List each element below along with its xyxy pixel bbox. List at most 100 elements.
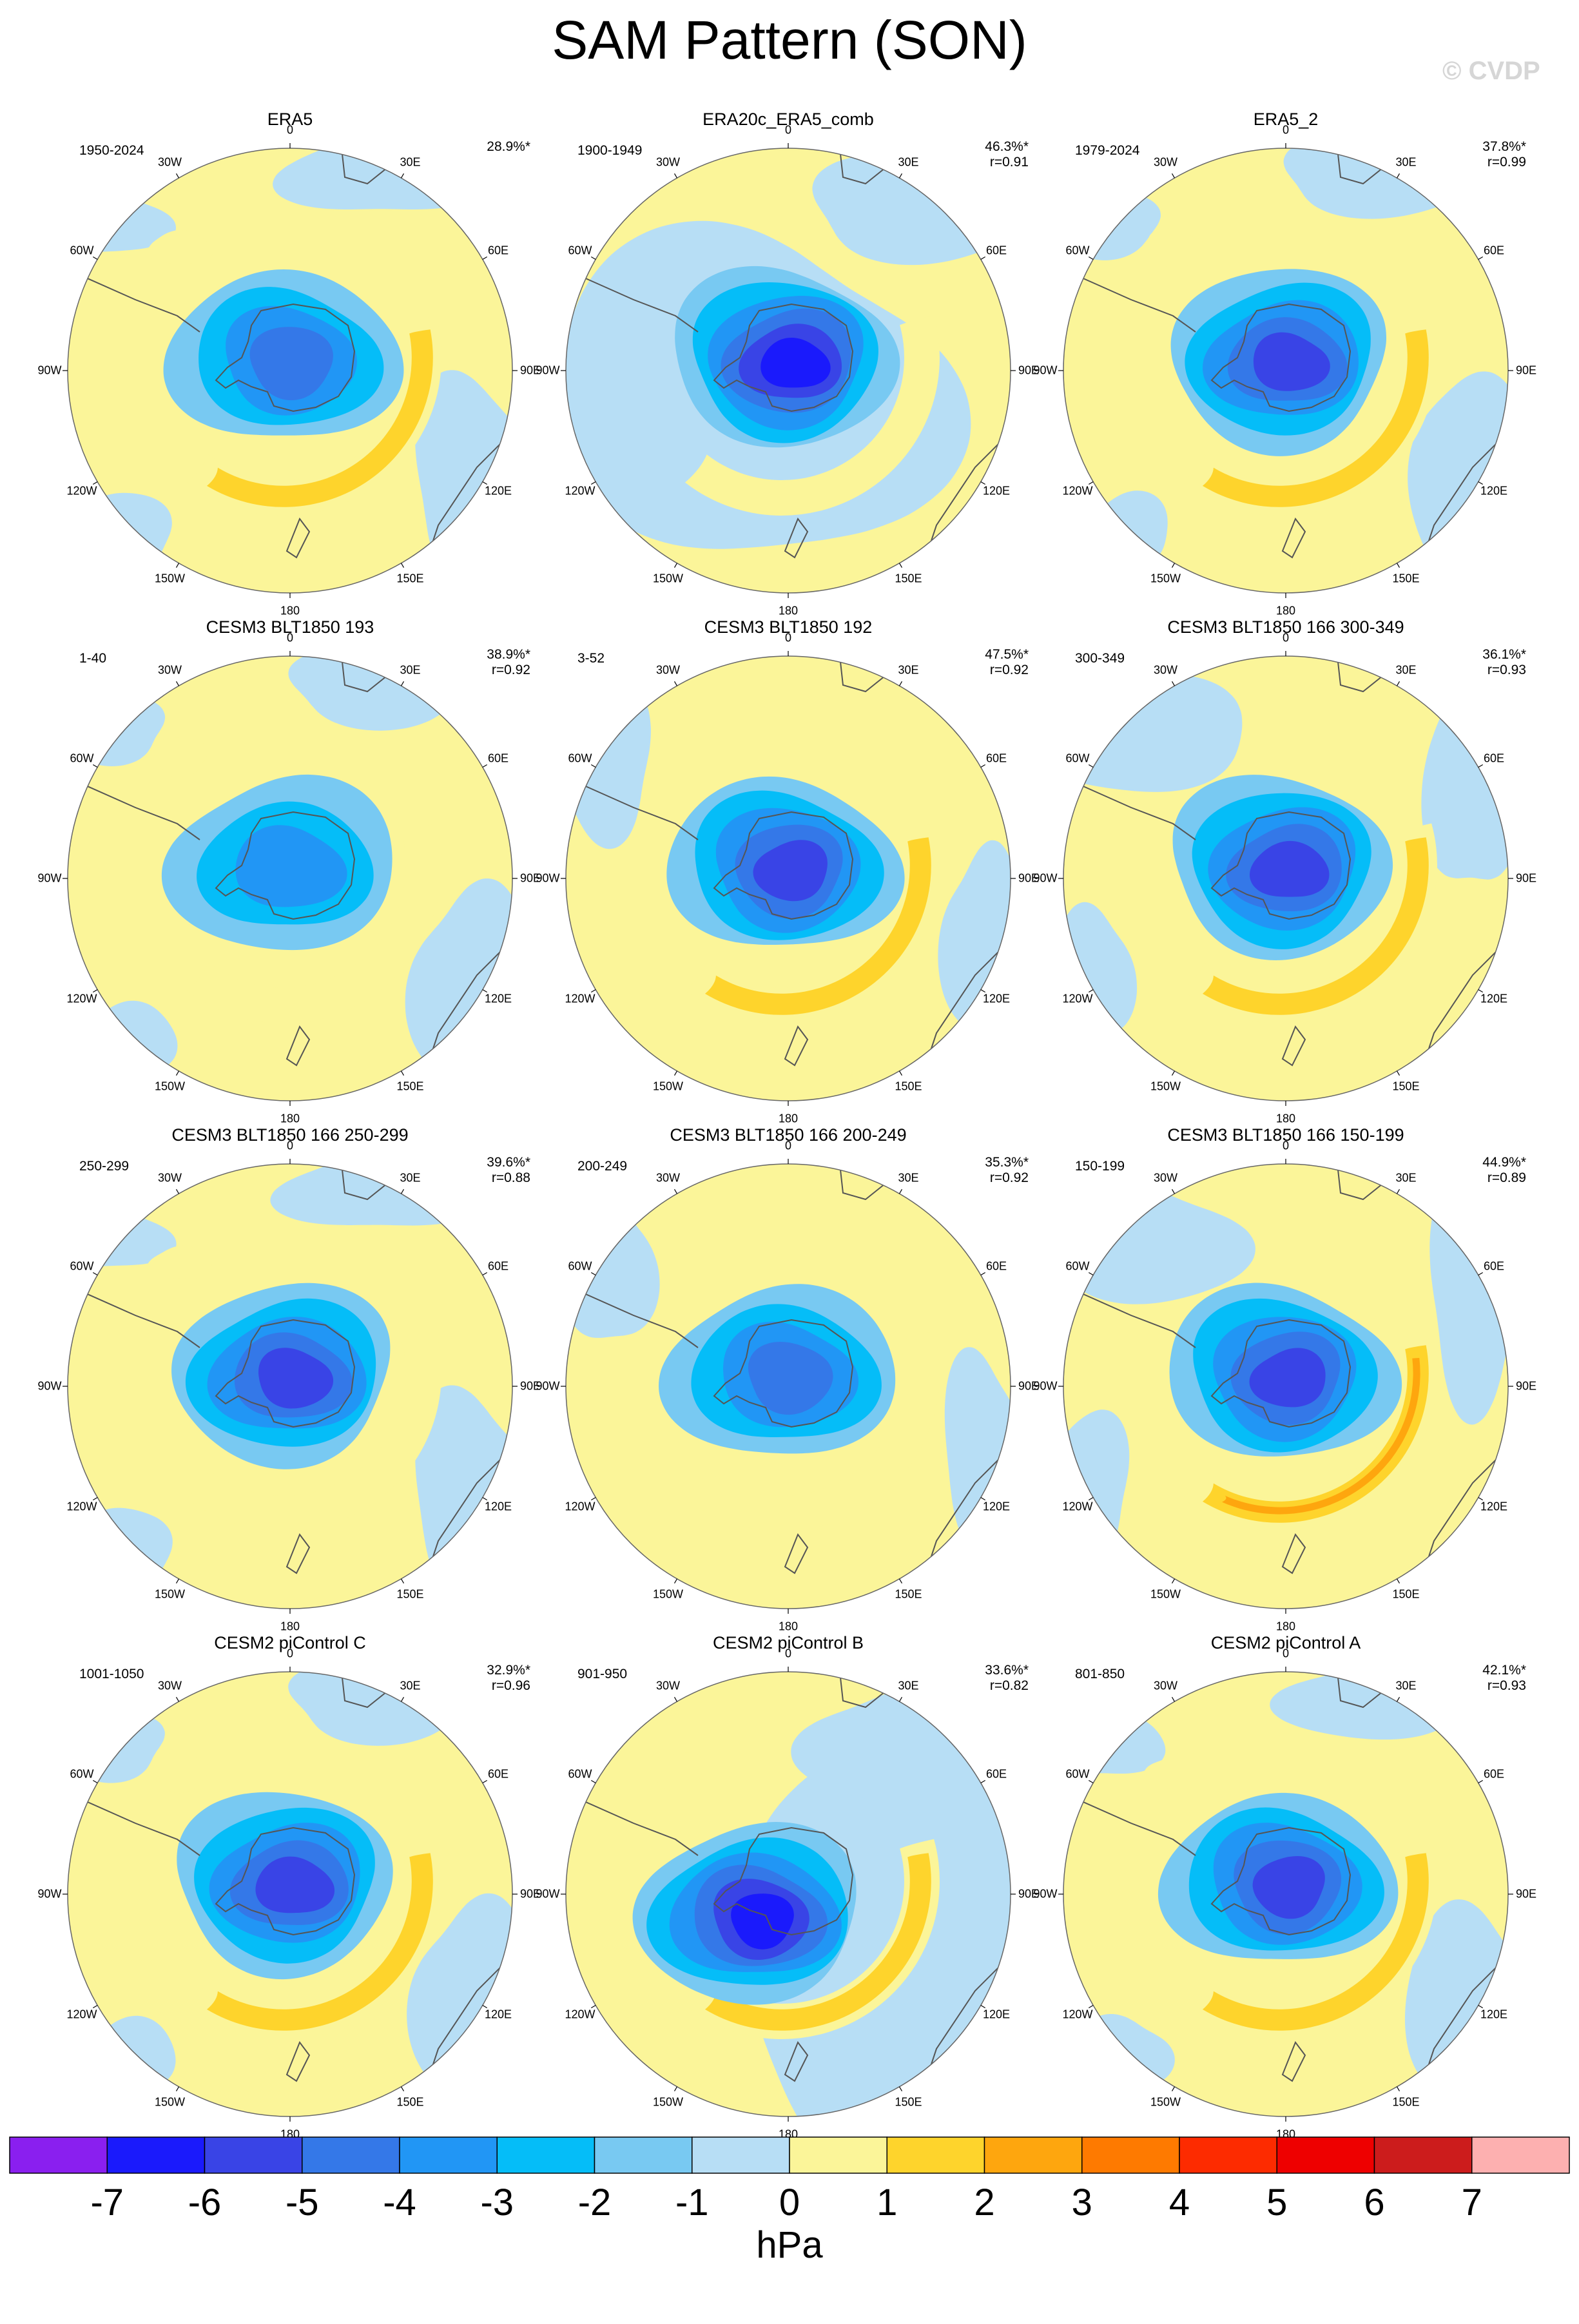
south-america-coastline	[575, 1797, 699, 1856]
longitude-tick	[92, 764, 98, 768]
variance-label: 35.3%* r=0.92	[985, 1155, 1029, 1186]
longitude-label: 30E	[898, 663, 919, 677]
south-america-coastline	[575, 781, 699, 840]
polar-map	[561, 143, 1016, 598]
pattern-correlation: r=0.88	[491, 1170, 530, 1185]
new-zealand-coastline	[1281, 517, 1306, 559]
low-pressure-contour	[731, 1893, 794, 1950]
south-america-coastline	[77, 1797, 200, 1856]
longitude-label: 60W	[1065, 751, 1090, 764]
longitude-label: 30E	[400, 1679, 421, 1692]
longitude-label: 120E	[982, 484, 1011, 497]
longitude-tick	[400, 1188, 405, 1194]
south-america-coastline	[77, 781, 200, 840]
longitude-label: 90W	[1033, 871, 1058, 885]
pattern-correlation: r=0.93	[1487, 663, 1526, 677]
longitude-tick	[1478, 1779, 1484, 1784]
longitude-tick	[92, 2004, 98, 2009]
longitude-label: 90W	[37, 363, 62, 377]
colorbar-tick-label: 6	[1364, 2182, 1385, 2223]
variance-label: 46.3%* r=0.91	[985, 139, 1029, 170]
longitude-tick	[1478, 481, 1484, 485]
new-zealand-coastline	[784, 1025, 809, 1067]
longitude-tick	[1171, 173, 1176, 179]
longitude-tick	[92, 1272, 98, 1276]
south-america-coastline	[1072, 273, 1196, 333]
longitude-label: 120W	[66, 992, 97, 1005]
longitude-tick	[898, 1188, 903, 1194]
longitude-label: 120E	[1480, 2008, 1508, 2020]
variance-label: 39.6%* r=0.88	[487, 1155, 530, 1186]
variance-label: 44.9%* r=0.89	[1482, 1155, 1526, 1186]
longitude-label: 0	[1282, 631, 1290, 644]
longitude-label: 90W	[536, 871, 560, 885]
longitude-label: 60W	[568, 244, 592, 257]
longitude-label: 0	[784, 123, 792, 137]
colorbar-tick-label: 0	[779, 2182, 800, 2223]
new-zealand-coastline	[1281, 1533, 1306, 1574]
longitude-tick	[1088, 256, 1094, 260]
map-panel: CESM3 BLT1850 166 250-299 250-299 39.6%* r=…	[35, 1119, 545, 1633]
longitude-label: 180	[778, 604, 799, 617]
longitude-tick	[482, 1779, 488, 1784]
longitude-tick	[400, 1696, 405, 1702]
longitude-tick	[92, 989, 98, 993]
longitude-tick	[92, 1779, 98, 1784]
longitude-label: 180	[778, 1112, 799, 1125]
longitude-tick	[673, 173, 678, 179]
longitude-label: 120W	[66, 2008, 97, 2020]
longitude-label: 150W	[652, 1587, 684, 1601]
longitude-label: 150E	[396, 1587, 424, 1601]
variance-label: 47.5%* r=0.92	[985, 647, 1029, 678]
longitude-label: 30W	[1153, 1171, 1178, 1185]
longitude-tick	[898, 681, 903, 686]
longitude-tick	[1171, 1696, 1176, 1702]
longitude-tick	[673, 1070, 678, 1076]
low-pressure-contour	[255, 1856, 335, 1913]
positive-anomaly-band	[704, 1853, 931, 2031]
polar-map	[561, 1667, 1016, 2122]
longitude-label: 120E	[1480, 1500, 1508, 1513]
longitude-label: 150W	[1150, 572, 1181, 585]
longitude-tick	[400, 1070, 405, 1076]
longitude-label: 90E	[519, 1379, 541, 1393]
antarctica-coastline	[215, 303, 356, 412]
longitude-tick	[175, 1070, 180, 1076]
longitude-label: 60E	[986, 1259, 1007, 1272]
polar-map	[63, 1667, 518, 2122]
positive-anomaly-band	[1202, 329, 1429, 507]
antarctica-coastline	[1210, 1826, 1351, 1936]
longitude-label: 90W	[536, 1379, 560, 1393]
longitude-label: 90E	[1018, 1379, 1040, 1393]
longitude-tick	[175, 1188, 180, 1194]
explained-variance: 46.3%*	[985, 139, 1029, 154]
longitude-label: 60W	[70, 244, 94, 257]
africa-coastline	[839, 656, 898, 693]
longitude-tick	[1171, 1578, 1176, 1584]
period-label: 200-249	[577, 1159, 628, 1174]
longitude-label: 120E	[484, 484, 512, 497]
longitude-label: 0	[1282, 1139, 1290, 1152]
negative-anomaly-patch	[86, 492, 172, 577]
antarctica-coastline	[215, 1319, 356, 1428]
longitude-label: 150E	[895, 572, 922, 585]
low-pressure-contour	[1253, 332, 1330, 391]
longitude-tick	[1396, 173, 1400, 179]
new-zealand-coastline	[286, 2040, 311, 2082]
panel-title: CESM2 piControl B	[712, 1633, 864, 1652]
longitude-label: 90E	[1515, 363, 1537, 377]
longitude-tick	[482, 1496, 488, 1501]
longitude-label: 60E	[986, 1767, 1007, 1780]
longitude-label: 30W	[157, 1679, 182, 1692]
longitude-label: 60W	[1065, 1259, 1090, 1272]
longitude-label: 30W	[1153, 1679, 1178, 1692]
negative-anomaly-patch	[77, 2015, 176, 2089]
longitude-label: 0	[784, 1139, 792, 1152]
africa-coastline	[341, 656, 400, 693]
colorbar-tick-label: 7	[1461, 2182, 1482, 2223]
longitude-label: 120W	[66, 484, 97, 497]
longitude-label: 90E	[519, 871, 541, 885]
longitude-label: 0	[784, 1647, 792, 1660]
panel-title: CESM3 BLT1850 166 250-299	[171, 1125, 409, 1145]
longitude-tick	[1396, 1578, 1400, 1584]
